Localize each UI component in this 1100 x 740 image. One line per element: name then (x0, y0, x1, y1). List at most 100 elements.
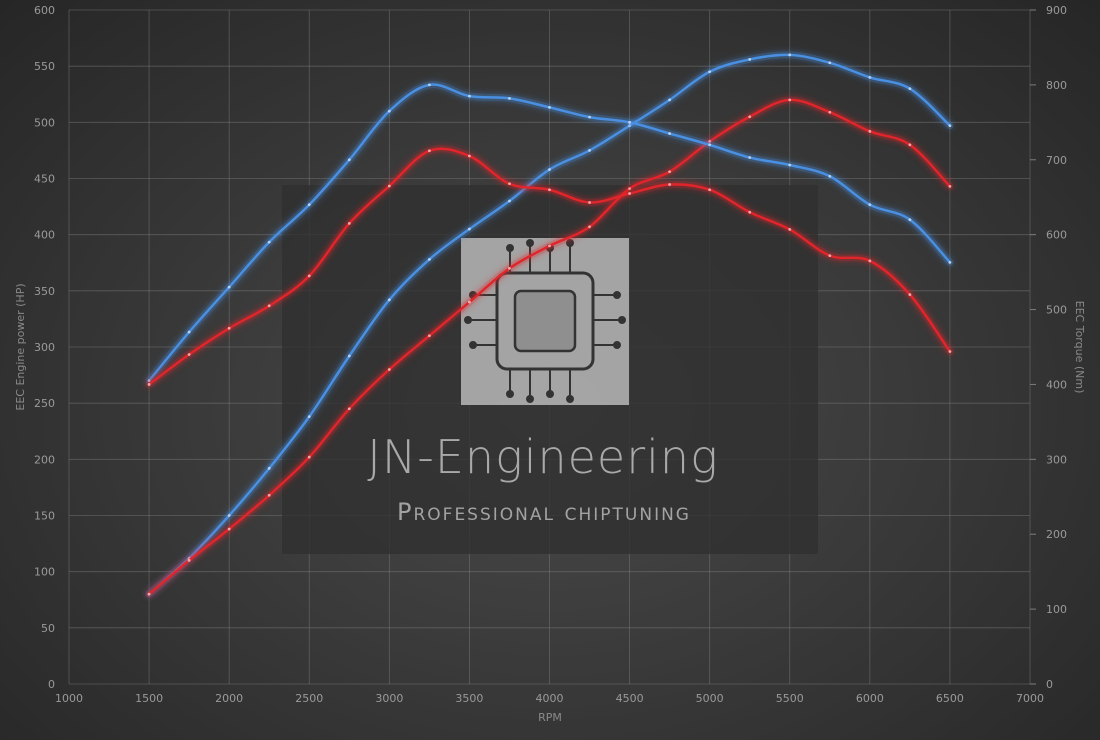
data-point (788, 98, 792, 102)
data-point (508, 96, 511, 100)
data-point (948, 184, 952, 188)
data-point (147, 592, 151, 596)
right-tick-label: 700 (1046, 154, 1067, 167)
x-tick-label: 6500 (936, 692, 964, 705)
data-point (227, 514, 231, 517)
data-point (387, 109, 391, 113)
series-line (147, 53, 952, 596)
data-point (948, 124, 952, 128)
data-point (227, 326, 231, 330)
x-tick-label: 3500 (455, 692, 483, 705)
data-point (267, 304, 271, 308)
data-point (387, 368, 391, 371)
left-tick-label: 200 (34, 453, 55, 466)
data-point (668, 98, 672, 102)
right-axis-tick-labels: 0 100 200 300 400 500 600 700 800 900 (1046, 4, 1067, 691)
series-tuned-left-axis (145, 51, 954, 598)
x-tick-label: 1000 (55, 692, 83, 705)
left-tick-label: 50 (41, 622, 55, 635)
x-tick-label: 3000 (375, 692, 403, 705)
data-point (628, 187, 631, 191)
right-tick-label: 300 (1046, 453, 1067, 466)
right-tick-label: 100 (1046, 603, 1067, 616)
data-point (908, 218, 912, 222)
data-point (187, 353, 191, 356)
x-tick-label: 1500 (135, 692, 163, 705)
data-point (427, 83, 431, 87)
x-tick-label: 2500 (295, 692, 323, 705)
left-axis-tick-labels: 0 50 100 150 200 250 300 350 400 450 500 550 600 (34, 4, 55, 691)
data-point (427, 257, 431, 261)
series-stock-right-axis (145, 145, 954, 388)
left-tick-label: 400 (34, 229, 55, 242)
data-point (668, 183, 672, 186)
data-point (387, 298, 391, 302)
data-point (347, 354, 351, 358)
data-point (868, 76, 872, 79)
right-tick-label: 600 (1046, 229, 1067, 242)
data-point (147, 383, 151, 386)
x-tick-label: 2000 (215, 692, 243, 705)
left-tick-label: 100 (34, 566, 55, 579)
data-point (267, 240, 271, 244)
data-point (508, 199, 511, 203)
left-tick-label: 300 (34, 341, 55, 354)
data-point (948, 260, 952, 264)
data-point (748, 58, 752, 61)
data-point (828, 174, 832, 178)
x-tick-label: 5500 (776, 692, 804, 705)
data-point (788, 163, 792, 167)
left-tick-label: 550 (34, 60, 55, 73)
right-tick-label: 800 (1046, 79, 1067, 92)
x-axis-tick-labels: 1000 1500 2000 2500 3000 3500 4000 4500 5000 5500… (55, 692, 1044, 705)
brand-title: JN-Engineering (367, 430, 718, 484)
left-tick-label: 0 (48, 678, 55, 691)
data-point (307, 455, 311, 459)
data-point (548, 105, 551, 109)
data-point (908, 87, 912, 91)
data-point (868, 203, 872, 207)
data-point (508, 266, 511, 270)
data-point (548, 188, 551, 192)
data-point (748, 156, 752, 159)
brand-subtitle: Professional chiptuning (397, 498, 691, 526)
data-point (748, 115, 752, 119)
data-point (227, 527, 231, 531)
series-stock-left-axis (145, 96, 954, 598)
watermark: JN-Engineering Professional chiptuning (282, 185, 818, 554)
data-point (468, 94, 471, 98)
left-tick-label: 150 (34, 510, 55, 523)
data-point (948, 350, 952, 353)
data-point (868, 129, 872, 133)
data-point (267, 466, 271, 470)
left-tick-label: 350 (34, 285, 55, 298)
x-tick-label: 4000 (536, 692, 564, 705)
chart-series (145, 51, 954, 598)
data-point (347, 222, 351, 225)
data-point (588, 115, 591, 119)
data-point (788, 228, 792, 231)
x-tick-label: 7000 (1016, 692, 1044, 705)
data-point (267, 493, 271, 497)
data-point (868, 259, 872, 263)
data-point (187, 559, 191, 562)
data-point (347, 407, 351, 411)
data-point (708, 143, 712, 147)
right-axis-title: EEC Torque (Nm) (1073, 301, 1086, 394)
data-point (628, 192, 631, 195)
data-point (828, 254, 832, 258)
data-point (628, 120, 631, 124)
data-point (307, 203, 311, 207)
data-point (708, 188, 712, 192)
microchip-icon (461, 238, 629, 405)
data-point (307, 415, 311, 419)
x-tick-label: 6000 (856, 692, 884, 705)
data-point (468, 300, 471, 304)
right-tick-label: 500 (1046, 304, 1067, 317)
data-point (588, 201, 591, 204)
data-point (468, 227, 471, 231)
left-tick-label: 500 (34, 116, 55, 129)
data-point (588, 149, 591, 152)
left-tick-label: 450 (34, 173, 55, 186)
